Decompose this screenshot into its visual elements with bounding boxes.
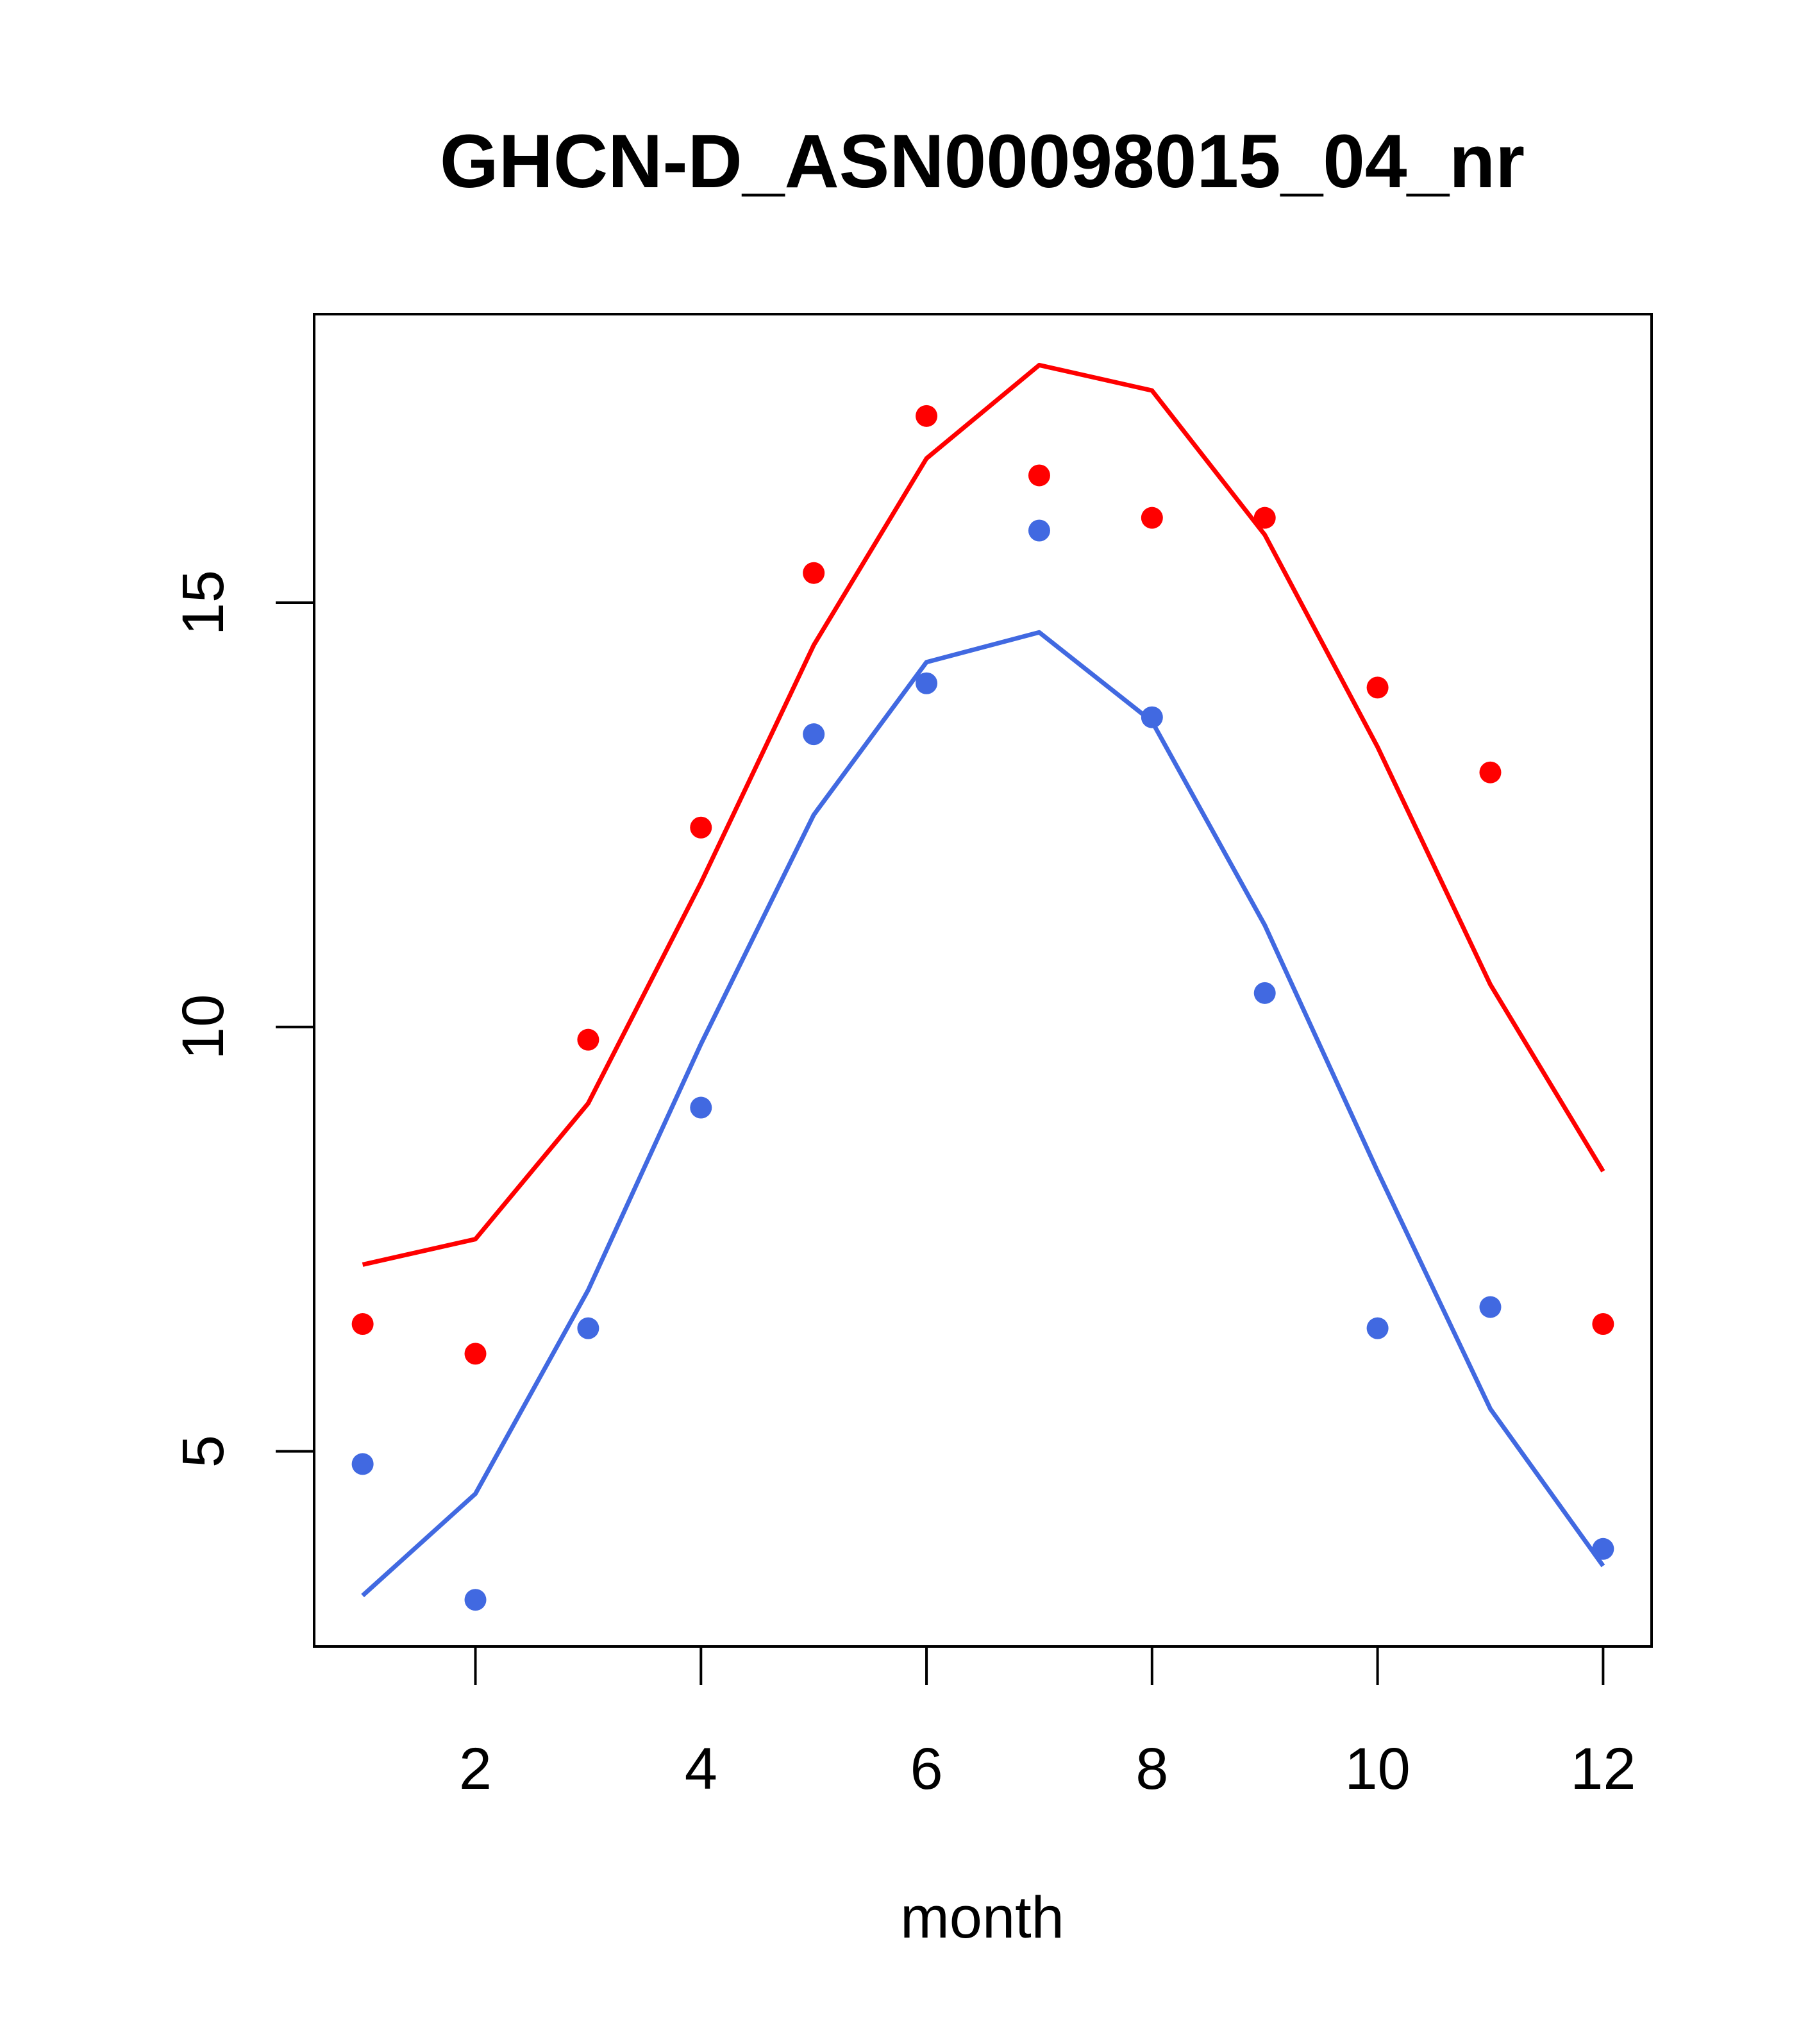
y-tick-label: 5 [171, 1435, 236, 1468]
series-2-point [1592, 1537, 1614, 1560]
x-tick-label: 6 [910, 1736, 942, 1802]
chart-title: GHCN-D_ASN00098015_04_nr [440, 119, 1525, 204]
series-1-line [362, 362, 1605, 1267]
series-2-point [803, 723, 825, 746]
series-1-point [916, 405, 938, 427]
x-tick-label: 12 [1570, 1736, 1636, 1802]
series-1-point [464, 1343, 487, 1365]
series-2-line [361, 630, 1605, 1598]
series-1-point [577, 1028, 599, 1051]
x-axis-label: month [900, 1885, 1064, 1950]
x-tick-label: 4 [685, 1736, 717, 1802]
series-1-point [1479, 761, 1502, 783]
series-2-point [1366, 1317, 1389, 1339]
series-2-point [577, 1317, 599, 1339]
series-1-point [1366, 676, 1389, 699]
series-2-point [464, 1589, 487, 1611]
series-1-point [1028, 464, 1050, 487]
plot-frame [313, 313, 1653, 1648]
series-2-point [690, 1096, 712, 1119]
x-tick-label: 8 [1135, 1736, 1168, 1802]
x-tick-label: 2 [459, 1736, 492, 1802]
series-2-point [1141, 706, 1163, 728]
series-1-point [1592, 1313, 1614, 1336]
series-2-point [1479, 1296, 1502, 1318]
series-1-point [690, 816, 712, 839]
series-2-point [1028, 519, 1050, 542]
series-2-point [1253, 982, 1276, 1004]
series-1-point [803, 562, 825, 584]
x-tick-label: 10 [1344, 1736, 1410, 1802]
x-axis: 2 4 6 8 10 12 [459, 1645, 1636, 1802]
series-2-point [916, 672, 938, 694]
series-1-point [351, 1313, 374, 1336]
y-tick-label: 10 [171, 994, 236, 1060]
series-layer [351, 362, 1614, 1611]
series-1-point [1141, 507, 1163, 529]
y-tick-label: 15 [171, 570, 236, 635]
series-1-point [1253, 507, 1276, 529]
y-axis: 5 10 15 [171, 570, 315, 1468]
series-2-point [351, 1453, 374, 1475]
